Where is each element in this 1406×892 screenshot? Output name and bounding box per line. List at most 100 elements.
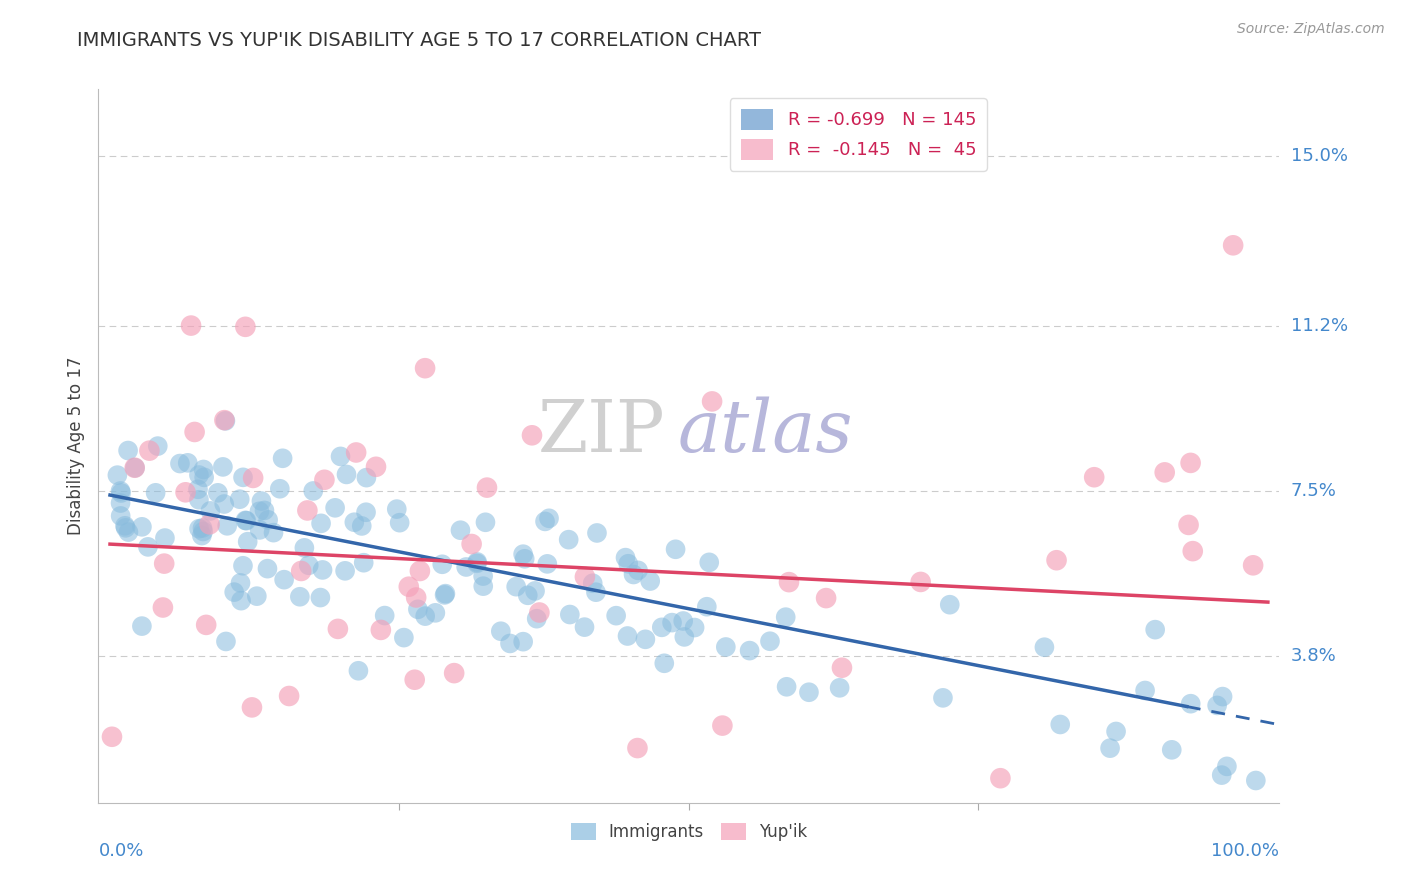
Point bbox=[290, 564, 312, 578]
Point bbox=[700, 394, 723, 409]
Point bbox=[131, 520, 153, 534]
Point bbox=[138, 443, 160, 458]
Point bbox=[1212, 690, 1234, 704]
Point bbox=[110, 486, 132, 500]
Point bbox=[309, 516, 332, 531]
Point bbox=[405, 591, 427, 605]
Point bbox=[297, 503, 319, 517]
Point bbox=[370, 623, 392, 637]
Point bbox=[406, 602, 429, 616]
Point bbox=[815, 591, 838, 606]
Point bbox=[385, 502, 408, 516]
Point bbox=[605, 608, 627, 623]
Point bbox=[152, 600, 174, 615]
Point bbox=[932, 690, 955, 705]
Text: 0.0%: 0.0% bbox=[98, 842, 143, 860]
Point bbox=[738, 643, 761, 657]
Point bbox=[472, 569, 495, 583]
Point bbox=[1211, 768, 1233, 782]
Point bbox=[302, 483, 325, 498]
Point bbox=[505, 580, 527, 594]
Point bbox=[292, 541, 315, 555]
Point bbox=[1144, 623, 1167, 637]
Point bbox=[188, 468, 211, 483]
Point bbox=[939, 598, 962, 612]
Point bbox=[271, 451, 294, 466]
Point bbox=[335, 467, 357, 482]
Point bbox=[574, 570, 596, 584]
Point bbox=[617, 557, 640, 571]
Point bbox=[778, 575, 800, 590]
Point bbox=[311, 563, 333, 577]
Point bbox=[697, 555, 720, 569]
Point bbox=[188, 522, 211, 536]
Point bbox=[443, 666, 465, 681]
Point bbox=[288, 590, 311, 604]
Point bbox=[193, 462, 215, 476]
Point bbox=[117, 443, 139, 458]
Point bbox=[529, 606, 551, 620]
Text: Source: ZipAtlas.com: Source: ZipAtlas.com bbox=[1237, 22, 1385, 37]
Point bbox=[131, 619, 153, 633]
Point bbox=[269, 482, 291, 496]
Point bbox=[661, 615, 683, 630]
Point bbox=[614, 550, 637, 565]
Point bbox=[193, 524, 215, 539]
Point bbox=[236, 534, 259, 549]
Point bbox=[634, 632, 657, 647]
Point bbox=[534, 515, 557, 529]
Point bbox=[1049, 717, 1071, 731]
Legend: Immigrants, Yup'ik: Immigrants, Yup'ik bbox=[564, 816, 814, 848]
Point bbox=[326, 622, 349, 636]
Point bbox=[1180, 697, 1202, 711]
Point bbox=[664, 542, 686, 557]
Point bbox=[188, 492, 211, 507]
Point bbox=[323, 500, 346, 515]
Point bbox=[183, 425, 205, 439]
Point bbox=[214, 414, 236, 428]
Point bbox=[333, 564, 356, 578]
Point bbox=[512, 547, 534, 561]
Point bbox=[512, 634, 534, 648]
Point bbox=[278, 689, 301, 703]
Point bbox=[910, 574, 932, 589]
Point bbox=[146, 439, 169, 453]
Point bbox=[456, 560, 478, 574]
Point bbox=[524, 583, 547, 598]
Point bbox=[449, 523, 471, 537]
Point bbox=[627, 563, 650, 577]
Point bbox=[513, 551, 536, 566]
Point bbox=[214, 413, 236, 427]
Y-axis label: Disability Age 5 to 17: Disability Age 5 to 17 bbox=[66, 357, 84, 535]
Point bbox=[101, 730, 124, 744]
Point bbox=[145, 485, 167, 500]
Point bbox=[117, 525, 139, 540]
Point bbox=[195, 618, 218, 632]
Point bbox=[616, 629, 638, 643]
Point bbox=[1177, 517, 1199, 532]
Point bbox=[207, 485, 229, 500]
Point bbox=[229, 575, 252, 590]
Point bbox=[353, 556, 375, 570]
Text: 3.8%: 3.8% bbox=[1291, 647, 1336, 665]
Point bbox=[425, 606, 447, 620]
Text: 15.0%: 15.0% bbox=[1291, 147, 1347, 165]
Point bbox=[110, 483, 132, 498]
Point bbox=[232, 470, 254, 484]
Point bbox=[263, 525, 285, 540]
Point bbox=[433, 588, 456, 602]
Point bbox=[465, 556, 488, 570]
Point bbox=[356, 470, 378, 484]
Point bbox=[256, 561, 278, 575]
Point bbox=[193, 470, 215, 484]
Point bbox=[374, 608, 396, 623]
Point bbox=[198, 517, 221, 532]
Point bbox=[585, 585, 607, 599]
Point bbox=[1099, 741, 1122, 756]
Point bbox=[475, 481, 498, 495]
Point bbox=[250, 494, 273, 508]
Point bbox=[388, 516, 411, 530]
Point bbox=[474, 516, 496, 530]
Point bbox=[242, 471, 264, 485]
Point bbox=[191, 528, 214, 542]
